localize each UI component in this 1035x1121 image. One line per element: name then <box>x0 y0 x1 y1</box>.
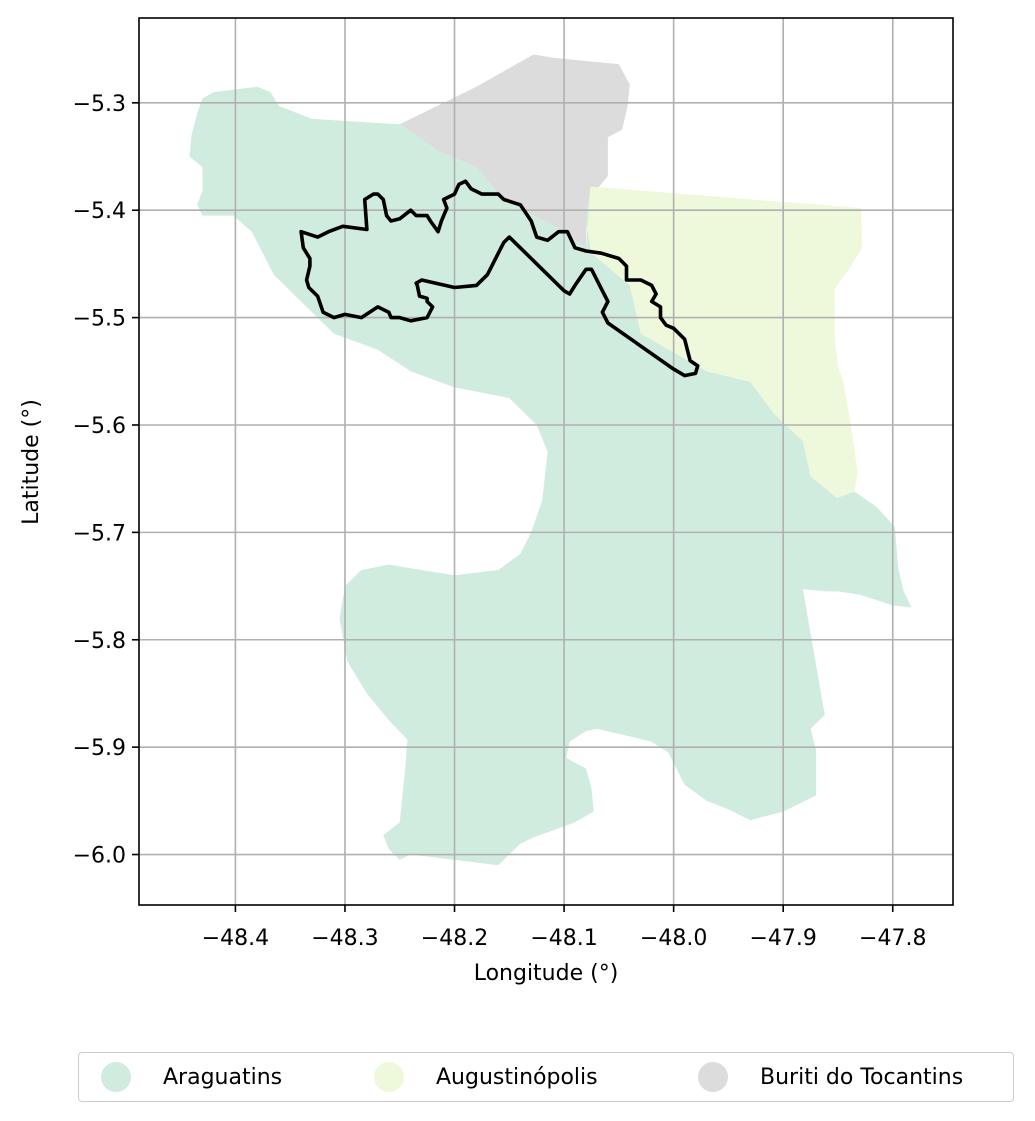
y-tick-label: −5.8 <box>73 629 126 654</box>
region-augustinopolis <box>586 186 863 498</box>
y-tick-label: −5.4 <box>73 199 126 224</box>
y-tick-label: −5.3 <box>73 92 126 117</box>
x-tick-label: −47.8 <box>859 926 926 951</box>
legend: Araguatins Augustinópolis Buriti do Toca… <box>78 1052 1014 1102</box>
legend-marker-buriti-do-tocantins <box>698 1062 728 1092</box>
outline-layer <box>299 179 700 378</box>
map-chart: −48.4 −48.3 −48.2 −48.1 −48.0 −47.9 −47.8 −5.3… <box>19 17 954 986</box>
legend-marker-augustinopolis <box>374 1062 404 1092</box>
x-tick-label: −48.4 <box>202 926 269 951</box>
region-araguatins <box>189 86 912 866</box>
legend-item-buriti-do-tocantins: Buriti do Tocantins <box>698 1053 963 1101</box>
x-tick-label: −48.2 <box>421 926 488 951</box>
x-tick-label: −48.1 <box>530 926 597 951</box>
legend-label-augustinopolis: Augustinópolis <box>436 1064 598 1090</box>
x-axis-label: Longitude (°) <box>474 961 619 986</box>
x-tick-label: −48.3 <box>311 926 378 951</box>
x-tick-label: −48.0 <box>640 926 707 951</box>
legend-label-araguatins: Araguatins <box>163 1064 283 1090</box>
y-axis-label: Latitude (°) <box>19 399 44 525</box>
legend-marker-araguatins <box>101 1062 131 1092</box>
x-tick-label: −47.9 <box>749 926 816 951</box>
regions-layer <box>189 54 912 866</box>
x-axis-ticks: −48.4 −48.3 −48.2 −48.1 −48.0 −47.9 −47.8 <box>202 905 926 951</box>
y-tick-label: −5.9 <box>73 736 126 761</box>
grid-layer <box>139 18 953 905</box>
plot-frame <box>138 17 954 906</box>
legend-item-araguatins: Araguatins <box>101 1053 282 1101</box>
y-tick-label: −5.5 <box>73 307 126 332</box>
y-axis-ticks: −5.3 −5.4 −5.5 −5.6 −5.7 −5.8 −5.9 −6.0 <box>73 92 139 869</box>
legend-item-augustinopolis: Augustinópolis <box>374 1053 598 1101</box>
y-tick-label: −5.6 <box>73 414 126 439</box>
y-tick-label: −5.7 <box>73 521 126 546</box>
study-area-outline <box>299 179 700 378</box>
y-tick-label: −6.0 <box>73 844 126 869</box>
legend-label-buriti-do-tocantins: Buriti do Tocantins <box>760 1064 964 1090</box>
